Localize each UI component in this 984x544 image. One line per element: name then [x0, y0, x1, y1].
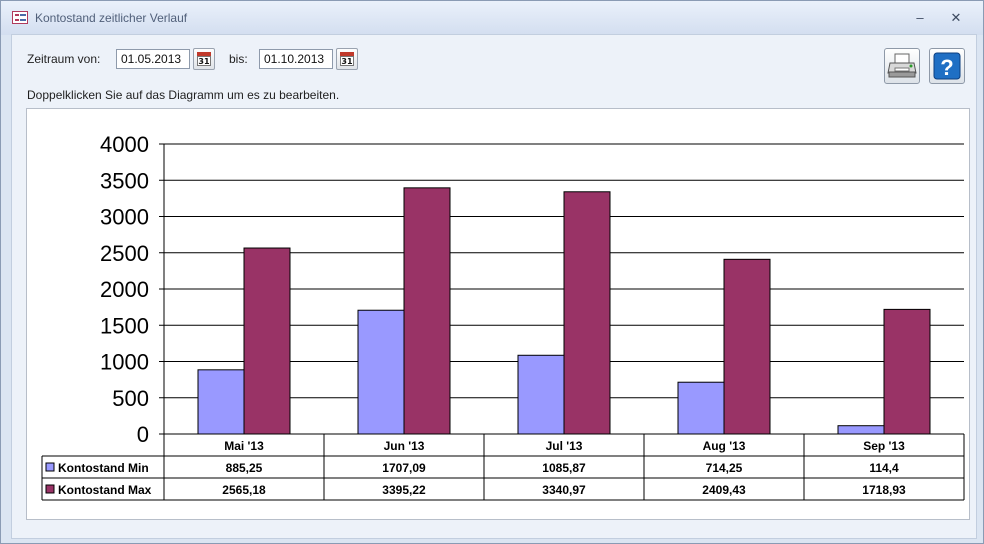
x-tick-label: Sep '13	[863, 439, 905, 453]
from-label: Zeitraum von:	[27, 52, 101, 66]
bar-max	[243, 247, 291, 435]
y-tick-label: 2000	[100, 277, 149, 302]
legend-swatch	[45, 462, 55, 472]
y-tick-label: 1000	[100, 350, 149, 375]
calendar-icon	[197, 52, 211, 56]
minimize-button[interactable]: –	[916, 10, 924, 25]
svg-text:?: ?	[940, 55, 953, 80]
hint-text: Doppelklicken Sie auf das Diagramm um es…	[27, 88, 340, 102]
x-tick-label: Jul '13	[546, 439, 583, 453]
bar-max	[723, 258, 771, 435]
from-calendar-button[interactable]: 31	[193, 48, 215, 70]
chart-area[interactable]: 0 500 1000 1500 2000 2500 3000 3500 4000 Mai '13 J…	[26, 108, 970, 520]
help-icon: ?	[933, 52, 961, 80]
window-title: Kontostand zeitlicher Verlauf	[35, 11, 188, 25]
data-label: 714,25	[706, 461, 743, 475]
data-label: 1085,87	[542, 461, 586, 475]
data-label: 3395,22	[382, 483, 426, 497]
bar-min	[677, 381, 725, 435]
from-date-field[interactable]: 01.05.2013	[116, 49, 190, 69]
bar-min	[837, 425, 885, 435]
bar-max	[403, 187, 451, 435]
data-label: 3340,97	[542, 483, 586, 497]
to-label: bis:	[229, 52, 248, 66]
data-label: 1718,93	[862, 483, 906, 497]
to-date-field[interactable]: 01.10.2013	[259, 49, 333, 69]
calendar-icon	[340, 52, 354, 56]
legend-label: Kontostand Max	[58, 483, 152, 497]
y-tick-label: 1500	[100, 313, 149, 338]
close-button[interactable]: ✕	[950, 10, 962, 25]
form-body: Zeitraum von: 01.05.2013 31 bis: 01.10.2…	[11, 34, 977, 539]
data-label: 2565,18	[222, 483, 266, 497]
title-bar[interactable]: Kontostand zeitlicher Verlauf – ✕	[1, 1, 983, 35]
bar-max	[563, 191, 611, 435]
form-icon	[12, 11, 28, 24]
legend-swatch	[45, 484, 55, 494]
y-tick-label: 3000	[100, 205, 149, 230]
data-label: 114,4	[869, 461, 899, 475]
y-tick-label: 3500	[100, 168, 149, 193]
data-label: 2409,43	[702, 483, 746, 497]
printer-icon	[887, 53, 917, 78]
legend-label: Kontostand Min	[58, 461, 149, 475]
bar-min	[357, 309, 405, 435]
y-tick-label: 500	[112, 386, 149, 411]
to-calendar-button[interactable]: 31	[336, 48, 358, 70]
bar-max	[883, 308, 931, 435]
x-tick-label: Mai '13	[224, 439, 264, 453]
x-tick-label: Aug '13	[703, 439, 746, 453]
y-tick-label: 0	[137, 422, 149, 447]
bar-chart[interactable]: 0 500 1000 1500 2000 2500 3000 3500 4000 Mai '13 J…	[27, 109, 969, 519]
y-tick-label: 4000	[100, 132, 149, 157]
bar-min	[517, 354, 565, 435]
help-button[interactable]: ?	[929, 48, 965, 84]
bar-min	[197, 369, 245, 435]
print-button[interactable]	[884, 48, 920, 84]
y-tick-label: 2500	[100, 241, 149, 266]
x-tick-label: Jun '13	[384, 439, 425, 453]
data-label: 1707,09	[382, 461, 426, 475]
data-label: 885,25	[226, 461, 263, 475]
